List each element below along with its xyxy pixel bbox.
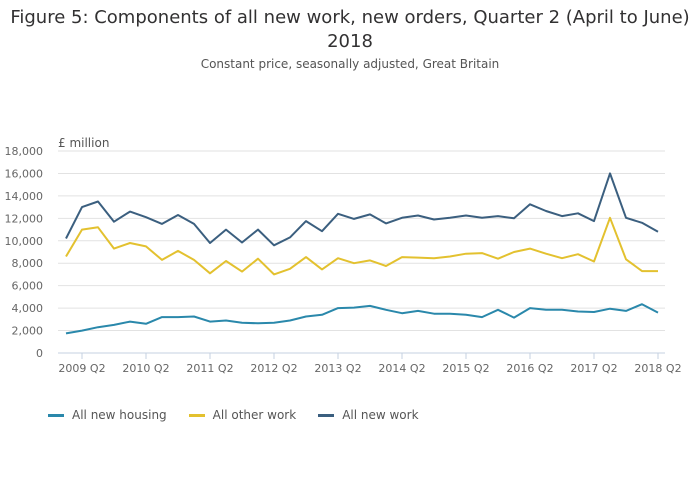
y-tick-label: 6,000 [12,280,44,293]
series-line-all-new-housing [65,303,659,335]
series-line-all-new-work [65,172,659,247]
x-tick-label: 2015 Q2 [442,362,489,375]
legend-swatch [318,413,335,417]
x-tick-label: 2018 Q2 [634,362,681,375]
legend-label: All other work [212,408,297,422]
y-tick-label: 14,000 [5,190,44,203]
chart-title: Figure 5: Components of all new work, ne… [10,7,690,52]
legend: All new housing All other work All new wor… [48,408,419,422]
legend-label: All new housing [72,408,167,422]
x-tick-label: 2012 Q2 [250,362,297,375]
x-tick-label: 2013 Q2 [314,362,361,375]
chart-subtitle: Constant price, seasonally adjusted, Gre… [200,57,500,71]
y-axis-ticks: 0 2,000 4,000 6,000 8,000 10,000 12,000 14,000 1… [5,145,44,360]
y-tick-label: 18,000 [5,145,44,158]
y-tick-label: 10,000 [5,235,44,248]
y-tick-label: 8,000 [12,257,44,270]
y-tick-label: 2,000 [12,325,44,338]
y-axis-label: £ million [58,136,109,150]
y-tick-label: 16,000 [5,167,44,180]
legend-item[interactable]: All new housing [48,408,167,422]
x-tick-label: 2011 Q2 [186,362,233,375]
legend-swatch [188,413,205,417]
y-tick-label: 4,000 [12,302,44,315]
series-line-all-other-work [65,216,658,276]
legend-swatch [48,413,64,417]
x-tick-label: 2017 Q2 [570,362,617,375]
x-tick-label: 2010 Q2 [122,362,169,375]
y-tick-label: 12,000 [5,212,44,225]
x-tick-label: 2016 Q2 [506,362,553,375]
legend-label: All new work [342,408,419,422]
x-tick-label: 2009 Q2 [58,362,105,375]
y-tick-label: 0 [36,347,43,360]
x-tick-label: 2014 Q2 [378,362,425,375]
series-lines [65,172,659,335]
gridlines [58,150,665,332]
legend-item[interactable]: All new work [318,408,419,422]
x-axis: 2009 Q2 2010 Q2 2011 Q2 2012 Q2 2013 Q2 2014 … [58,352,682,375]
legend-item[interactable]: All other work [188,408,297,422]
